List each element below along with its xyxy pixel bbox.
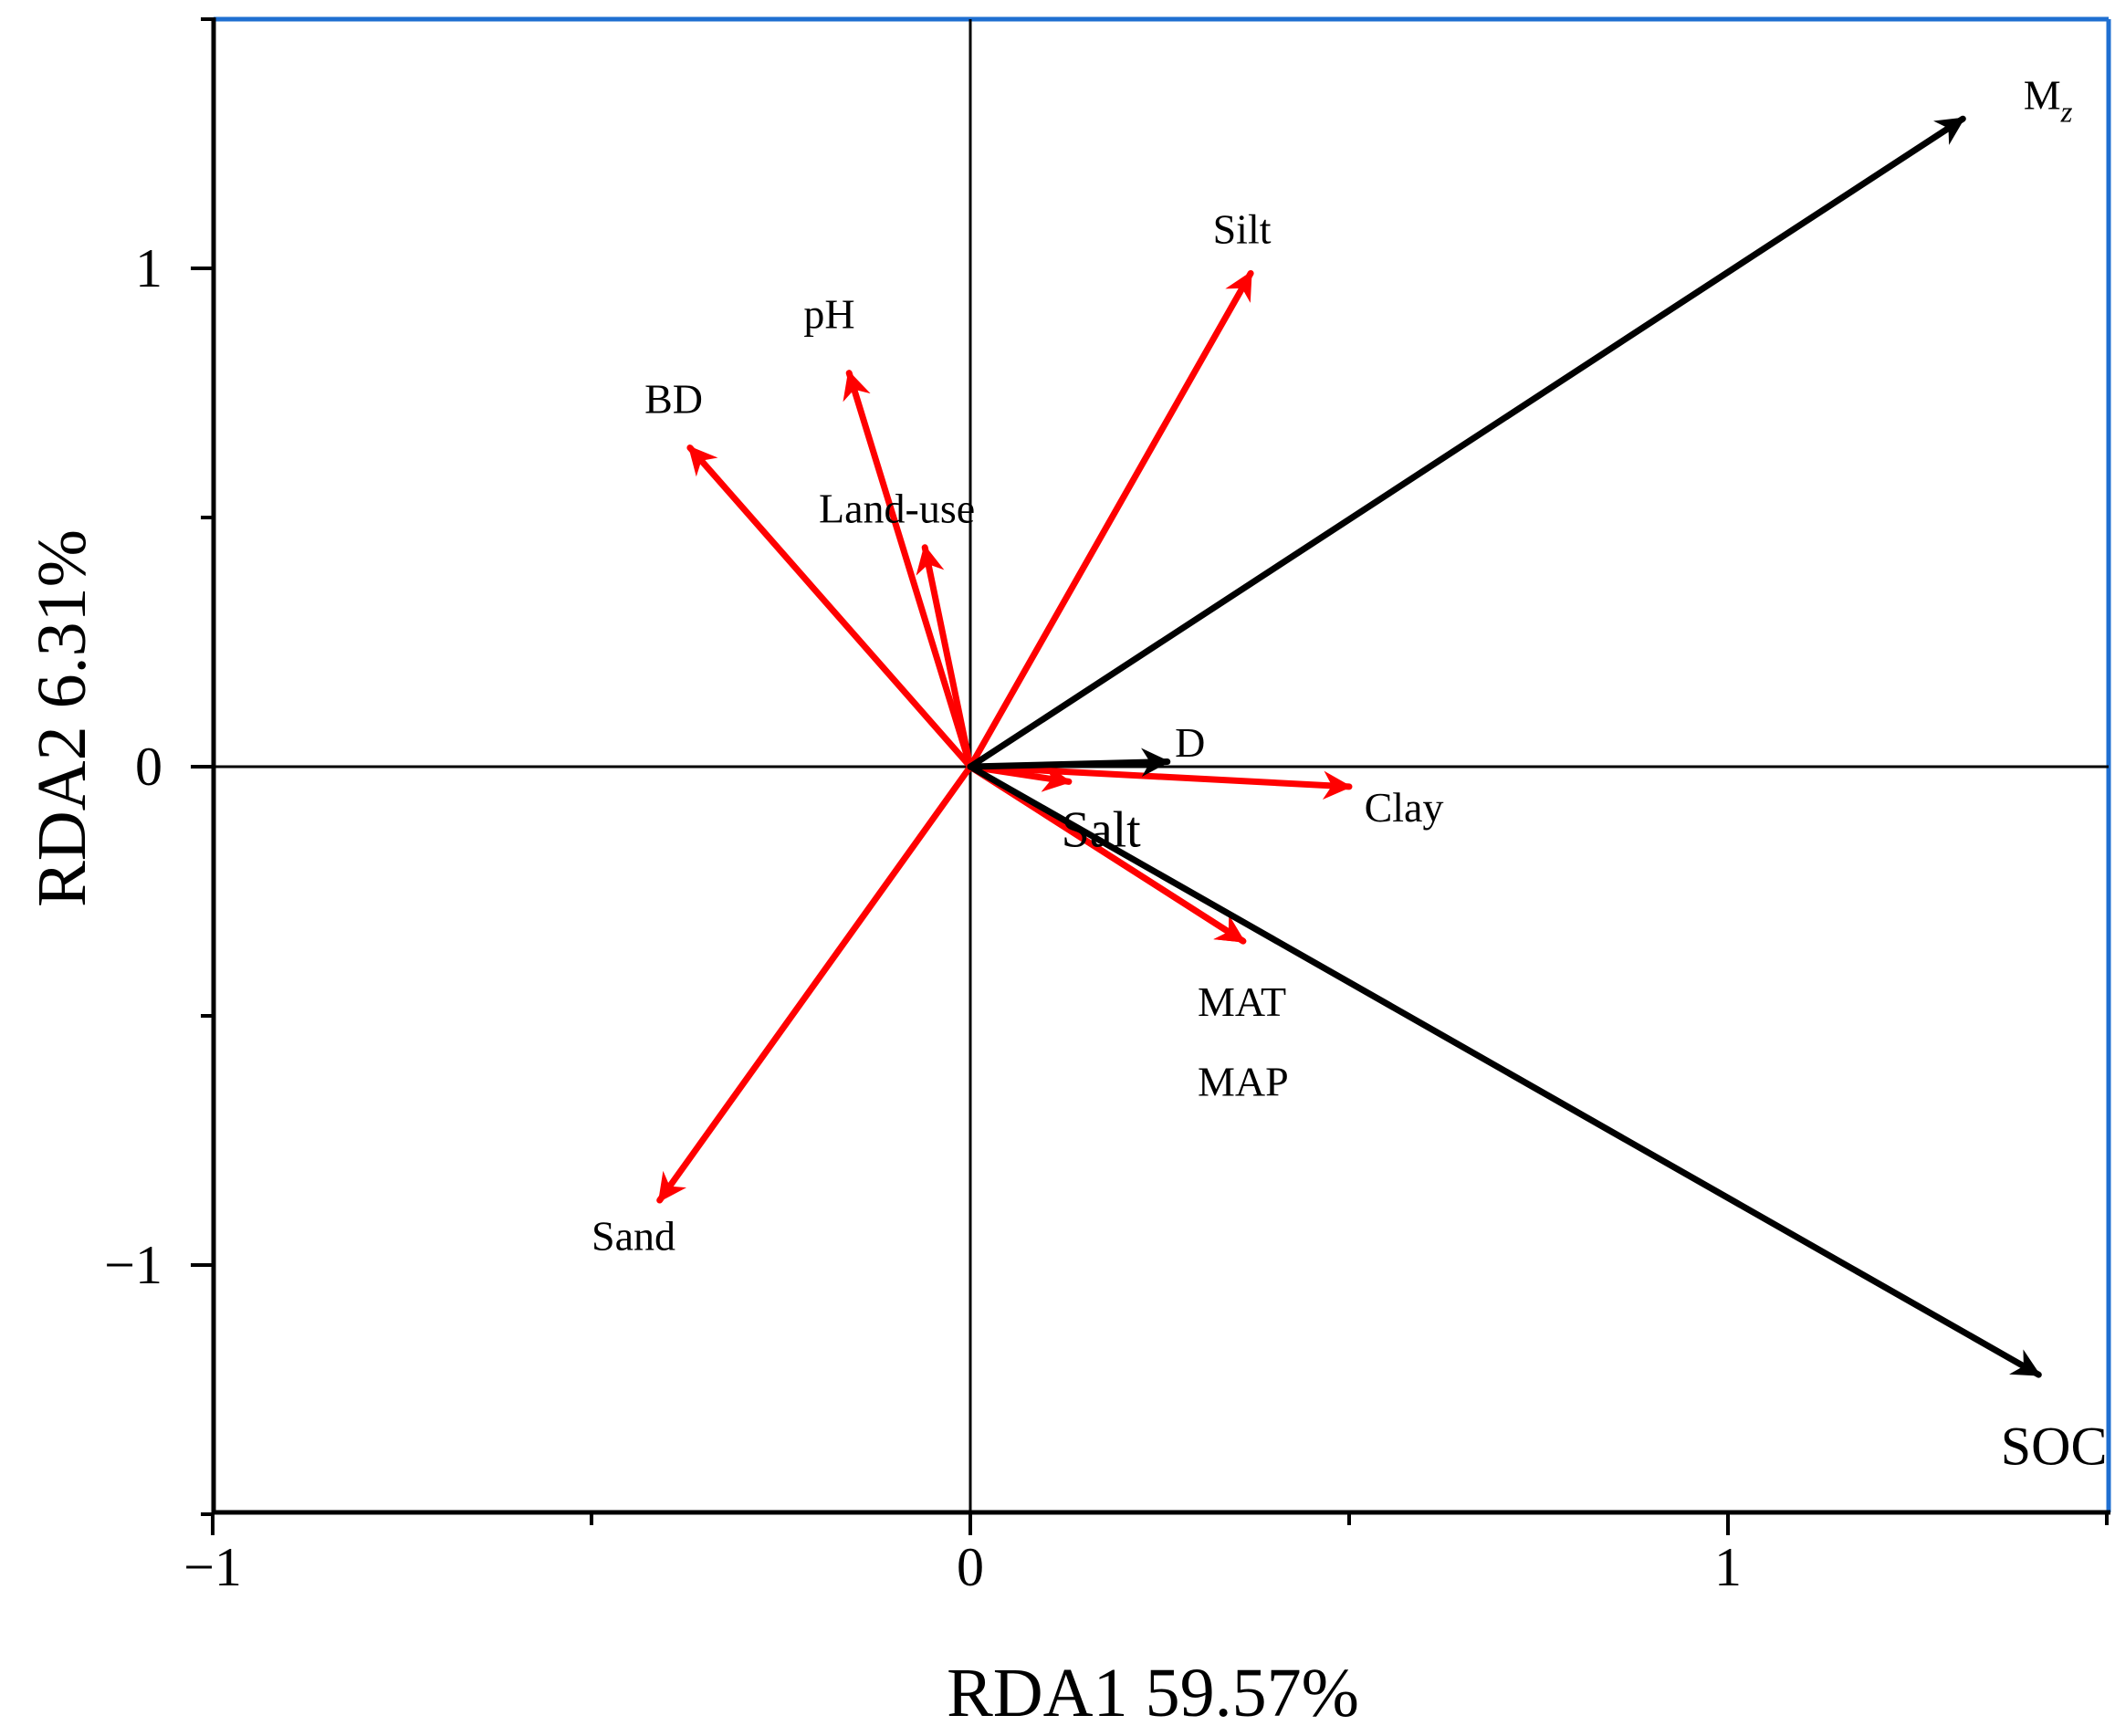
d-label: D bbox=[1175, 719, 1205, 766]
ph-vector bbox=[843, 370, 974, 770]
y-tick-label: −1 bbox=[104, 1235, 162, 1295]
x-tick-label: −1 bbox=[183, 1537, 242, 1597]
mat-label: MAT bbox=[1198, 978, 1286, 1025]
biplot-vector-labels: Mz SOC D Silt pH BD Land-use Clay Salt MAT MAP Sand bbox=[592, 71, 2108, 1476]
y-tick-label: 0 bbox=[135, 737, 162, 797]
d-vector bbox=[967, 748, 1171, 778]
bd-vector bbox=[686, 444, 974, 770]
soc-vector bbox=[967, 763, 2042, 1378]
y-axis-ticks: 1 0 −1 bbox=[104, 17, 214, 1516]
land-use-label: Land-use bbox=[819, 485, 975, 531]
soc-label: SOC bbox=[2001, 1416, 2108, 1476]
x-axis-title: RDA1 59.57% bbox=[947, 1655, 1359, 1731]
x-tick-label: 0 bbox=[957, 1537, 984, 1597]
x-tick-label: 1 bbox=[1714, 1537, 1742, 1597]
silt-vector bbox=[967, 269, 1254, 770]
y-tick-label: 1 bbox=[135, 238, 162, 298]
y-axis-title: RDA2 6.31% bbox=[24, 529, 100, 907]
biplot-vectors bbox=[656, 115, 2042, 1378]
mz-vector bbox=[967, 115, 1966, 770]
mz-subscript: z bbox=[2060, 96, 2073, 129]
x-axis-ticks: −1 0 1 bbox=[183, 1512, 2109, 1597]
ph-label: pH bbox=[803, 291, 854, 338]
sand-vector bbox=[656, 763, 974, 1204]
bd-label: BD bbox=[644, 375, 703, 422]
land-use-vector bbox=[916, 544, 974, 770]
map-label: MAP bbox=[1198, 1058, 1289, 1104]
sand-label: Sand bbox=[592, 1213, 675, 1260]
silt-label: Silt bbox=[1213, 206, 1272, 253]
mz-label: Mz bbox=[2024, 71, 2073, 129]
clay-label: Clay bbox=[1365, 784, 1444, 831]
salt-label: Salt bbox=[1062, 801, 1142, 858]
